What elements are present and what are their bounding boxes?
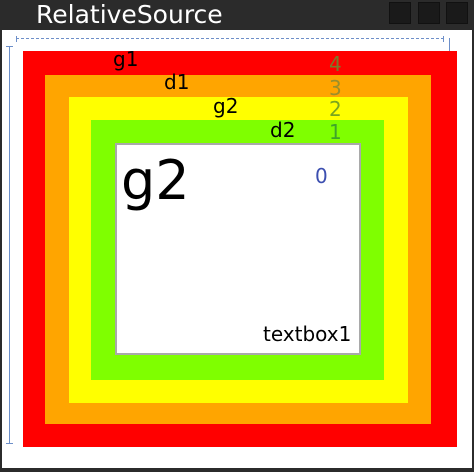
textbox-content: g2 [121,149,190,212]
level-1: 1 [329,120,342,144]
design-guide-top [16,36,444,42]
label-d2: d2 [270,118,296,142]
minimize-button[interactable] [389,2,411,24]
close-button[interactable] [446,2,468,24]
textbox-name-label: textbox1 [263,322,352,346]
level-2: 2 [329,97,342,121]
level-0: 0 [315,164,328,188]
title-bar[interactable]: RelativeSource [0,0,474,30]
label-g2: g2 [213,94,239,118]
client-area: g1 d1 g2 d2 4 3 2 1 0 g2 textbox1 [2,30,472,468]
design-guide-left [6,46,13,444]
label-d1: d1 [164,70,190,94]
label-g1: g1 [113,47,139,71]
textbox1[interactable] [115,143,361,355]
level-3: 3 [329,76,342,100]
maximize-button[interactable] [418,2,440,24]
window-title: RelativeSource [36,0,223,29]
level-4: 4 [329,52,342,76]
